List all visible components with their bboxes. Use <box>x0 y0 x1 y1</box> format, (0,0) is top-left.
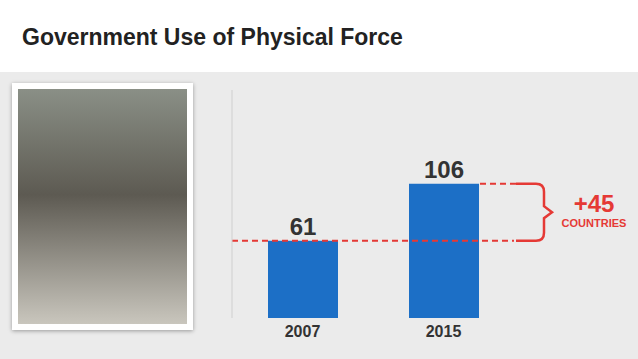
html-text:COUNTRIES: COUNTRIES <box>561 217 627 230</box>
svg-text:61: 61 <box>290 213 317 240</box>
html-text:+45: +45 <box>573 190 615 218</box>
svg-text:2015: 2015 <box>426 323 462 340</box>
svg-text:2007: 2007 <box>285 323 321 340</box>
html-text:Government Use of Physical For: Government Use of Physical Force <box>22 24 403 50</box>
svg-text:106: 106 <box>424 156 464 183</box>
